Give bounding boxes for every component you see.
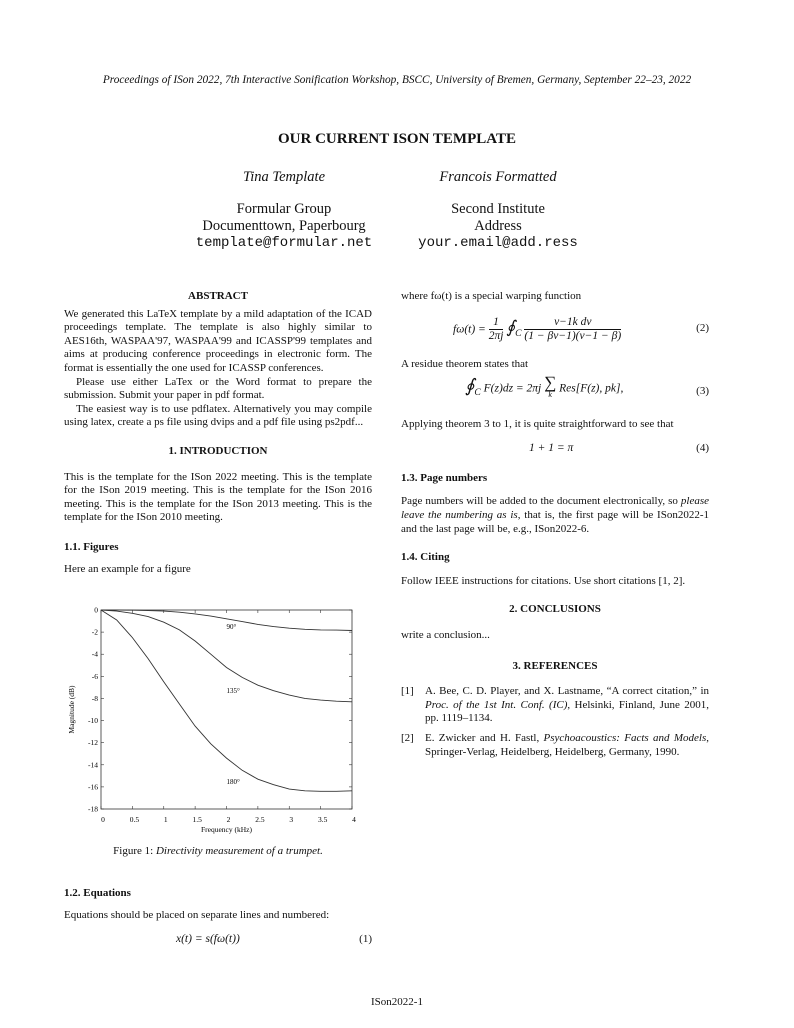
y-tick-label: 0 (94, 606, 98, 615)
equations-section: 1.2. Equations Equations should be place… (64, 887, 372, 946)
equation-3: ∮C F(z)dz = 2πj ∑ k Res[F(z), pk], (3) (465, 373, 709, 400)
series-label: 180° (227, 778, 241, 786)
running-header: Proceedings of ISon 2022, 7th Interactiv… (102, 74, 692, 86)
reference-item: [2] E. Zwicker and H. Fastl, Psychoacoust… (401, 731, 710, 758)
x-tick-label: 2.5 (255, 815, 265, 824)
y-tick-label: -8 (92, 694, 98, 703)
series-line-1 (100, 609, 353, 703)
y-tick-label: -18 (88, 805, 98, 814)
abstract-heading: ABSTRACT (188, 290, 248, 302)
page-number: ISon2022-1 (371, 996, 423, 1008)
y-tick-label: -6 (92, 672, 98, 681)
y-tick-label: -2 (92, 628, 98, 637)
left-column: ABSTRACT We generated this LaTeX templat… (64, 290, 372, 575)
y-tick-label: -12 (88, 738, 98, 747)
author-2: Francois Formatted Second Institute Addr… (418, 169, 578, 251)
reference-item: [1] A. Bee, C. D. Player, and X. Lastname… (401, 685, 709, 725)
x-tick-label: 0 (101, 815, 105, 824)
series-label: 90° (227, 623, 237, 631)
y-tick-label: -10 (88, 716, 98, 725)
author-1: Tina Template Formular Group Documenttow… (195, 169, 373, 251)
equation-1: x(t) = s(fω(t)) (176, 933, 240, 946)
y-tick-label: -14 (88, 760, 98, 769)
series-line-2 (100, 609, 353, 792)
equation-2: fω(t) = 1 2πj ∮C ν−1k dν (1 − βν−1)(ν−1 − … (453, 315, 709, 343)
x-tick-label: 4 (352, 815, 356, 824)
x-tick-label: 3.5 (318, 815, 328, 824)
intro-heading: 1. INTRODUCTION (168, 444, 268, 457)
directivity-chart: 0 0.5 1 1.5 2 2.5 3 3.5 4 0 -2 -4 -6 -8 -10 -12 -14 -16 -1… (67, 606, 356, 835)
x-tick-label: 3 (289, 815, 293, 824)
x-tick-label: 1 (164, 815, 168, 824)
equation-4: 1 + 1 = π (4) (529, 441, 709, 454)
x-tick-label: 2 (227, 815, 231, 824)
figure-caption: Figure 1: Directivity measurement of a t… (113, 845, 323, 857)
series-line-0 (101, 609, 353, 631)
series-label: 135° (227, 687, 241, 695)
x-tick-label: 1.5 (192, 815, 202, 824)
right-column: where fω(t) is a special warping functio… (401, 290, 710, 759)
y-tick-label: -4 (92, 650, 98, 659)
reference-list: [1] A. Bee, C. D. Player, and X. Lastname… (401, 685, 709, 759)
x-axis-label: Frequency (kHz) (201, 825, 253, 834)
paper-title: OUR CURRENT ISON TEMPLATE (278, 131, 516, 147)
y-axis-label: Magnitude (dB) (67, 685, 76, 734)
x-tick-label: 0.5 (130, 815, 140, 824)
y-tick-label: -16 (88, 782, 98, 791)
